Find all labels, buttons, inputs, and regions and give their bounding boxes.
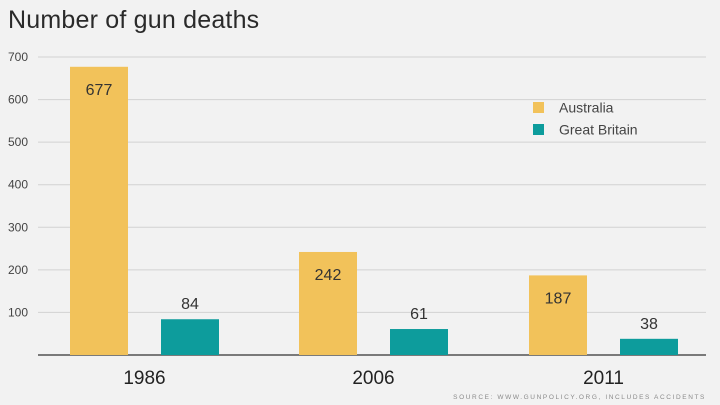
data-label: 187 <box>545 290 572 307</box>
bar-great-britain-2011 <box>620 338 678 355</box>
legend-swatch <box>533 124 544 135</box>
x-tick-label: 1986 <box>123 368 165 389</box>
y-tick-label: 100 <box>8 305 28 319</box>
y-tick-label: 300 <box>8 220 28 234</box>
data-label: 84 <box>181 296 199 313</box>
bar-australia-2011 <box>529 275 587 355</box>
legend-label: Great Britain <box>559 122 638 138</box>
x-tick-label: 2011 <box>583 368 624 389</box>
bar-great-britain-1986 <box>161 319 219 355</box>
legend-label: Australia <box>559 100 614 116</box>
data-label: 242 <box>315 267 342 284</box>
data-label: 61 <box>410 306 428 323</box>
y-tick-label: 400 <box>8 178 28 192</box>
chart-title: Number of gun deaths <box>8 6 260 34</box>
bar-australia-1986 <box>70 66 128 355</box>
data-label: 38 <box>640 316 658 333</box>
legend-swatch <box>533 102 544 113</box>
y-tick-label: 200 <box>8 263 28 277</box>
y-tick-label: 500 <box>8 135 28 149</box>
y-tick-label: 700 <box>8 50 28 64</box>
x-tick-label: 2006 <box>352 368 394 389</box>
bar-great-britain-2006 <box>390 329 448 355</box>
data-label: 677 <box>86 82 113 99</box>
bar-australia-2006 <box>299 251 357 355</box>
y-tick-label: 600 <box>8 93 28 107</box>
source-note: SOURCE: WWW.GUNPOLICY.ORG, INCLUDES ACCI… <box>453 394 706 401</box>
